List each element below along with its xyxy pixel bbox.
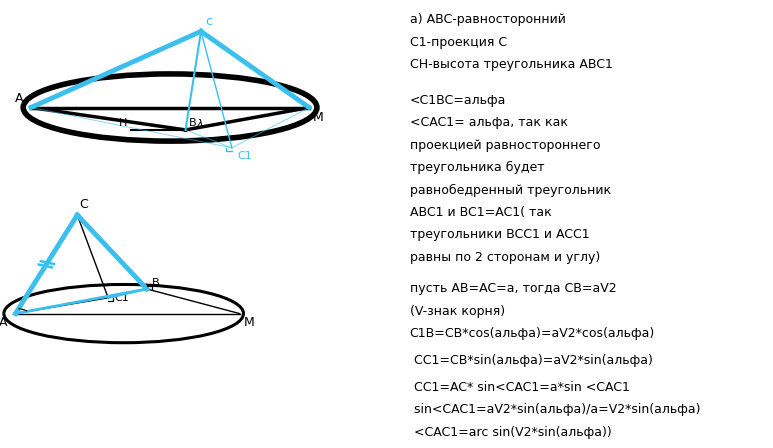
Text: C1: C1 bbox=[114, 293, 129, 303]
Text: (V-знак корня): (V-знак корня) bbox=[410, 305, 505, 318]
Text: треугольника будет: треугольника будет bbox=[410, 161, 544, 174]
Text: c: c bbox=[205, 15, 212, 28]
Text: CC1=AC* sin<CAC1=a*sin <CAC1: CC1=AC* sin<CAC1=a*sin <CAC1 bbox=[410, 381, 629, 394]
Text: <CAC1= альфа, так как: <CAC1= альфа, так как bbox=[410, 116, 567, 129]
Text: B: B bbox=[189, 118, 196, 128]
Text: равны по 2 сторонам и углу): равны по 2 сторонам и углу) bbox=[410, 251, 600, 264]
Text: треугольники BCC1 и ACC1: треугольники BCC1 и ACC1 bbox=[410, 228, 589, 241]
Text: <C1BC=альфа: <C1BC=альфа bbox=[410, 94, 506, 107]
Text: M: M bbox=[243, 316, 254, 329]
Text: H: H bbox=[119, 118, 128, 128]
Text: а) ABC-равносторонний: а) ABC-равносторонний bbox=[410, 13, 566, 26]
Text: C1B=CB*cos(альфа)=aV2*cos(альфа): C1B=CB*cos(альфа)=aV2*cos(альфа) bbox=[410, 327, 655, 340]
Text: <CAC1=arc sin(V2*sin(альфа)): <CAC1=arc sin(V2*sin(альфа)) bbox=[410, 426, 611, 439]
Text: A: A bbox=[0, 316, 8, 329]
Text: пусть AB=AC=a, тогда CB=aV2: пусть AB=AC=a, тогда CB=aV2 bbox=[410, 282, 616, 295]
Text: CH-высота треугольника ABC1: CH-высота треугольника ABC1 bbox=[410, 58, 612, 71]
Text: C: C bbox=[80, 198, 88, 211]
Text: M: M bbox=[313, 111, 324, 124]
Text: λ: λ bbox=[196, 119, 203, 129]
Text: проекцией равностороннего: проекцией равностороннего bbox=[410, 139, 600, 152]
Text: C1-проекция C: C1-проекция C bbox=[410, 36, 507, 49]
Text: C1: C1 bbox=[237, 151, 252, 161]
Text: ABC1 и BC1=AC1( так: ABC1 и BC1=AC1( так bbox=[410, 206, 551, 219]
Text: CC1=CB*sin(альфа)=aV2*sin(альфа): CC1=CB*sin(альфа)=aV2*sin(альфа) bbox=[410, 354, 652, 367]
Text: B: B bbox=[152, 278, 160, 288]
Text: равнобедренный треугольник: равнобедренный треугольник bbox=[410, 184, 611, 197]
Text: sin<CAC1=aV2*sin(альфа)/a=V2*sin(альфа): sin<CAC1=aV2*sin(альфа)/a=V2*sin(альфа) bbox=[410, 403, 700, 416]
Text: A: A bbox=[15, 92, 23, 105]
